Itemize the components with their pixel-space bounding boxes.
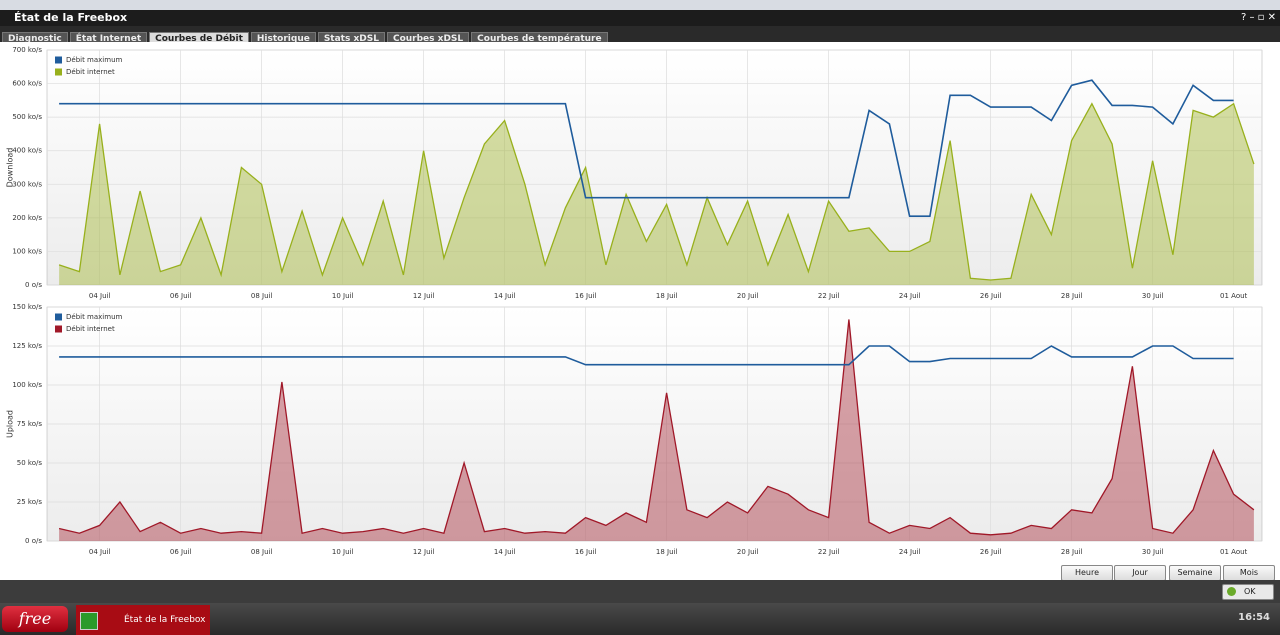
upload-chart: 0 o/s 25 ko/s 50 ko/s 75 ko/s 100 ko/s 125 ko…	[6, 303, 1263, 556]
x-tick-label: 28 Juil	[1061, 548, 1083, 556]
series-line	[59, 345, 1234, 366]
x-tick-label: 22 Juil	[818, 548, 840, 556]
x-tick-label: 20 Juil	[737, 292, 759, 300]
y-tick-label: 25 ko/s	[17, 498, 43, 506]
y-tick-label: 0 o/s	[25, 537, 42, 545]
ok-label: OK	[1244, 587, 1256, 596]
x-tick-label: 08 Juil	[251, 548, 273, 556]
range-button[interactable]: Semaine	[1169, 565, 1221, 581]
y-tick-label: 50 ko/s	[17, 459, 43, 467]
range-button[interactable]: Mois	[1223, 565, 1275, 581]
x-tick-label: 04 Juil	[89, 292, 111, 300]
legend-swatch	[55, 313, 62, 321]
y-tick-label: 0 o/s	[25, 281, 42, 289]
bottom-bar	[0, 580, 1280, 603]
ok-button[interactable]: OK	[1222, 584, 1274, 600]
x-tick-label: 14 Juil	[494, 548, 516, 556]
legend-swatch	[55, 68, 62, 76]
legend-label: Débit internet	[66, 68, 115, 76]
tab-bar: Diagnostic État Internet Courbes de Débit H…	[0, 26, 1280, 47]
clock: 16:54	[1238, 612, 1270, 623]
series-line	[58, 102, 1255, 281]
x-tick-label: 28 Juil	[1061, 292, 1083, 300]
x-tick-label: 26 Juil	[980, 548, 1002, 556]
window-title: État de la Freebox	[14, 11, 128, 24]
legend-label: Débit internet	[66, 325, 115, 333]
y-tick-label: 125 ko/s	[12, 342, 42, 350]
y-tick-label: 200 ko/s	[12, 214, 42, 222]
download-chart: 0 o/s 100 ko/s 200 ko/s 300 ko/s 400 ko/s 500…	[6, 46, 1263, 300]
x-tick-label: 30 Juil	[1142, 292, 1164, 300]
y-tick-label: 400 ko/s	[12, 147, 42, 155]
x-tick-label: 24 Juil	[899, 292, 921, 300]
x-tick-label: 06 Juil	[170, 292, 192, 300]
x-tick-label: 18 Juil	[656, 548, 678, 556]
legend-label: Débit maximum	[66, 313, 123, 321]
browser-strip	[0, 0, 1280, 10]
range-button[interactable]: Heure	[1061, 565, 1113, 581]
axis-title: Upload	[6, 410, 15, 438]
window-titlebar: État de la Freebox	[0, 10, 1280, 26]
task-button[interactable]: État de la Freebox	[76, 605, 210, 635]
x-tick-label: 01 Aout	[1220, 548, 1248, 556]
series-line	[58, 319, 1255, 536]
y-tick-label: 700 ko/s	[12, 46, 42, 54]
legend-label: Débit maximum	[66, 56, 123, 64]
x-tick-label: 04 Juil	[89, 548, 111, 556]
y-tick-label: 600 ko/s	[12, 80, 42, 88]
y-tick-label: 75 ko/s	[17, 420, 43, 428]
x-tick-label: 16 Juil	[575, 292, 597, 300]
x-tick-label: 10 Juil	[332, 292, 354, 300]
x-tick-label: 12 Juil	[413, 548, 435, 556]
x-tick-label: 12 Juil	[413, 292, 435, 300]
x-tick-label: 06 Juil	[170, 548, 192, 556]
y-tick-label: 150 ko/s	[12, 303, 42, 311]
x-tick-label: 16 Juil	[575, 548, 597, 556]
start-logo[interactable]: free	[2, 606, 68, 632]
y-tick-label: 300 ko/s	[12, 180, 42, 188]
y-tick-label: 100 ko/s	[12, 247, 42, 255]
range-button[interactable]: Jour	[1114, 565, 1166, 581]
x-tick-label: 08 Juil	[251, 292, 273, 300]
series-line	[59, 79, 1234, 217]
y-tick-label: 100 ko/s	[12, 381, 42, 389]
x-tick-label: 14 Juil	[494, 292, 516, 300]
legend-swatch	[55, 56, 62, 64]
area	[59, 319, 1254, 541]
x-tick-label: 01 Aout	[1220, 292, 1248, 300]
task-label: État de la Freebox	[124, 615, 206, 625]
x-tick-label: 30 Juil	[1142, 548, 1164, 556]
x-tick-label: 18 Juil	[656, 292, 678, 300]
taskbar	[0, 603, 1280, 635]
x-tick-label: 10 Juil	[332, 548, 354, 556]
plot-area	[46, 49, 1263, 286]
axis-title: Download	[6, 148, 15, 188]
legend-swatch	[55, 325, 62, 333]
window-controls[interactable]: ? – ▫ ✕	[1241, 12, 1276, 23]
y-tick-label: 500 ko/s	[12, 113, 42, 121]
area	[59, 103, 1254, 285]
x-tick-label: 22 Juil	[818, 292, 840, 300]
x-tick-label: 24 Juil	[899, 548, 921, 556]
x-tick-label: 26 Juil	[980, 292, 1002, 300]
x-tick-label: 20 Juil	[737, 548, 759, 556]
